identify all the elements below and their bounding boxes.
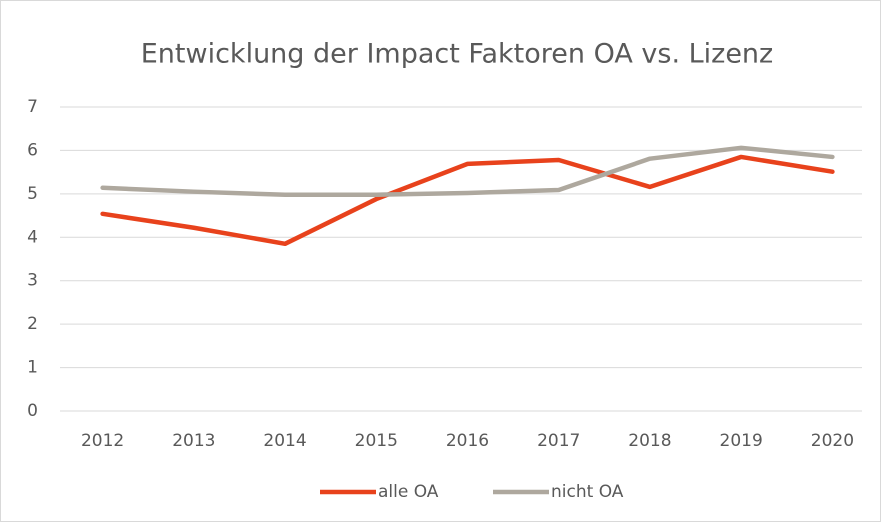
legend: alle OA nicht OA — [320, 482, 624, 502]
x-tick-label: 2020 — [811, 431, 854, 451]
x-tick-label: 2014 — [263, 431, 306, 451]
x-tick-label: 2013 — [172, 431, 215, 451]
x-tick-label: 2018 — [628, 431, 671, 451]
y-tick-label: 1 — [27, 358, 38, 378]
y-tick-label: 0 — [27, 401, 38, 421]
x-tick-label: 2019 — [720, 431, 763, 451]
y-tick-label: 7 — [27, 97, 38, 117]
x-tick-label: 2015 — [355, 431, 398, 451]
series-line — [100, 145, 835, 197]
y-tick-label: 5 — [27, 184, 38, 204]
chart-title: Entwicklung der Impact Faktoren OA vs. L… — [141, 39, 773, 70]
series-line — [100, 154, 835, 247]
y-tick-label: 2 — [27, 314, 38, 334]
x-tick-label: 2012 — [81, 431, 124, 451]
y-tick-label: 6 — [27, 140, 38, 160]
legend-label: nicht OA — [551, 482, 624, 502]
y-tick-label: 4 — [27, 227, 38, 247]
x-tick-label: 2016 — [446, 431, 489, 451]
legend-label: alle OA — [378, 482, 439, 502]
x-tick-label: 2017 — [537, 431, 580, 451]
y-tick-label: 3 — [27, 271, 38, 291]
